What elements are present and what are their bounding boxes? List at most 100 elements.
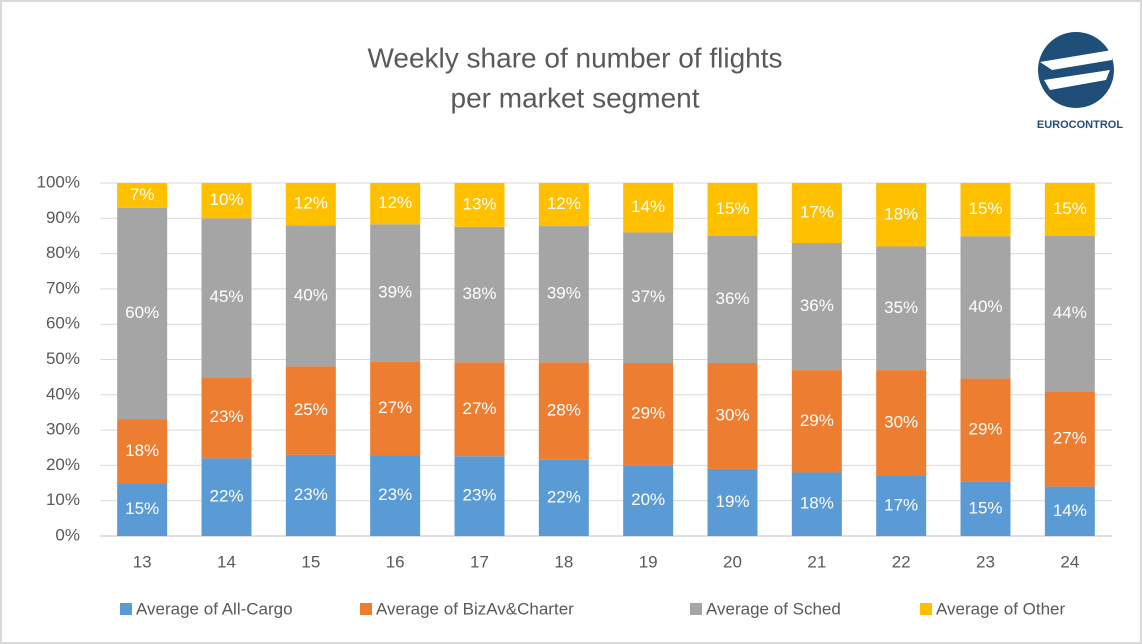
y-tick-label: 30% [46,420,80,439]
x-tick-label: 14 [217,552,236,571]
x-tick-label: 24 [1060,552,1079,571]
y-tick-label: 0% [55,525,80,544]
x-tick-label: 17 [470,552,489,571]
data-label: 30% [715,405,749,424]
bar-segment [454,456,505,536]
y-tick-label: 90% [46,208,80,227]
bar-segment [454,183,505,227]
data-label: 12% [294,194,328,213]
data-label: 29% [800,411,834,430]
data-label: 27% [378,398,412,417]
data-label: 14% [631,197,665,216]
data-label: 27% [1053,428,1087,447]
bar-segment [791,370,842,473]
data-label: 35% [884,298,918,317]
legend-label: Average of BizAv&Charter [376,599,574,618]
bar-segment [454,362,505,457]
bar-segment [117,207,168,420]
bar-segment [876,475,927,536]
data-label: 29% [968,420,1002,439]
data-label: 23% [378,485,412,504]
data-label: 29% [631,404,665,423]
bar-segment [538,183,589,227]
bar-segment [370,224,421,362]
legend-swatch [920,603,932,615]
x-tick-label: 22 [892,552,911,571]
y-tick-label: 20% [46,455,80,474]
logo-text: EUROCONTROL [1037,119,1123,131]
bar-segment [791,183,842,244]
data-label: 17% [884,495,918,514]
x-tick-label: 18 [554,552,573,571]
data-label: 22% [547,487,581,506]
bar-segment [623,183,674,233]
data-label: 60% [125,303,159,322]
bar-segment [1044,391,1095,487]
bar-segment [370,455,421,536]
legend-label: Average of Sched [706,599,841,618]
chart-title: Weekly share of number of flights [367,42,782,73]
data-label: 38% [462,284,496,303]
bar-segment [876,183,927,247]
bar-segment [623,232,674,364]
data-label: 22% [209,487,243,506]
data-label: 36% [715,289,749,308]
y-tick-label: 50% [46,349,80,368]
bar-segment [285,225,336,367]
x-tick-label: 15 [301,552,320,571]
bar-segment [707,468,758,536]
bar-segment [538,226,589,363]
legend-swatch [690,603,702,615]
bar-segment [876,370,927,476]
y-tick-label: 40% [46,384,80,403]
data-label: 40% [294,285,328,304]
data-label: 39% [547,284,581,303]
legend-label: Average of Other [936,599,1065,618]
x-tick-label: 16 [386,552,405,571]
data-label: 19% [715,492,749,511]
data-label: 36% [800,296,834,315]
data-label: 12% [547,194,581,213]
bar-segment [960,481,1011,536]
bar-segment [117,419,168,484]
data-label: 39% [378,282,412,301]
data-label: 44% [1053,303,1087,322]
y-tick-label: 70% [46,278,80,297]
data-label: 14% [1053,501,1087,520]
bar-segment [370,183,421,225]
data-label: 17% [800,202,834,221]
data-label: 18% [125,441,159,460]
bar-segment [791,472,842,536]
bar-segment [201,377,252,459]
x-tick-label: 21 [807,552,826,571]
bar-segment [876,246,927,371]
bar-segment [117,183,168,208]
bar-segment [538,362,589,460]
data-label: 15% [715,199,749,218]
bar-segment [1044,183,1095,236]
legend-swatch [120,603,132,615]
data-label: 15% [968,199,1002,218]
data-label: 15% [968,498,1002,517]
bar-segment [791,243,842,371]
data-label: 18% [884,204,918,223]
y-tick-label: 100% [37,172,80,191]
bar-segment [117,483,168,536]
data-label: 28% [547,401,581,420]
bar-segment [960,183,1011,237]
bar-segment [285,366,336,455]
bar-segment [623,363,674,466]
y-tick-label: 80% [46,243,80,262]
data-label: 23% [462,486,496,505]
y-tick-label: 10% [46,490,80,509]
bar-segment [285,183,336,226]
logo: EUROCONTROL [1030,32,1130,135]
data-label: 40% [968,297,1002,316]
data-label: 13% [462,194,496,213]
x-tick-label: 13 [133,552,152,571]
bar-segment [454,226,505,363]
y-tick-label: 60% [46,314,80,333]
data-label: 18% [800,494,834,513]
data-label: 23% [209,407,243,426]
